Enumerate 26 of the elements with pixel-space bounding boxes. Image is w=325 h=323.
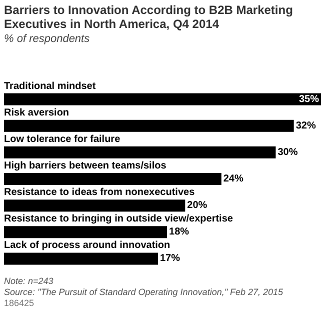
y-tick-label: Resistance to ideas from nonexecutives bbox=[4, 187, 196, 198]
source-note: Source: "The Pursuit of Standard Operating Innovation," Feb 27, 2015 bbox=[4, 287, 284, 298]
y-tick-label: High barriers between teams/silos bbox=[4, 160, 167, 172]
y-tick-label: Low tolerance for failure bbox=[4, 134, 121, 145]
text: 186425 bbox=[4, 298, 36, 309]
y-tick-label: Resistance to bringing in outside view/expertise bbox=[4, 214, 234, 225]
chart-title: Barriers to Innovation According to B2B Marketing Executives in North America, Q4 2014 bbox=[4, 3, 294, 31]
bar bbox=[4, 120, 294, 132]
text: Note: n=243 bbox=[4, 276, 54, 287]
bar bbox=[4, 226, 168, 238]
bar bbox=[4, 173, 222, 185]
data-label: 20% bbox=[187, 200, 208, 212]
bar bbox=[4, 200, 186, 212]
bar bbox=[4, 252, 158, 265]
y-tick-label: Lack of process around innovation bbox=[4, 240, 170, 252]
data-label: 30% bbox=[278, 146, 298, 158]
chart-subtitle: % of respondents bbox=[4, 33, 90, 45]
data-label: 18% bbox=[169, 226, 190, 238]
data-label: 24% bbox=[223, 174, 244, 184]
bar bbox=[4, 93, 321, 106]
data-label: 17% bbox=[160, 253, 180, 264]
data-label: 35% bbox=[298, 94, 320, 105]
bar bbox=[4, 146, 276, 158]
data-label: 32% bbox=[296, 120, 316, 132]
y-tick-label: Risk aversion bbox=[4, 107, 70, 118]
y-tick-label: Traditional mindset bbox=[4, 80, 96, 92]
